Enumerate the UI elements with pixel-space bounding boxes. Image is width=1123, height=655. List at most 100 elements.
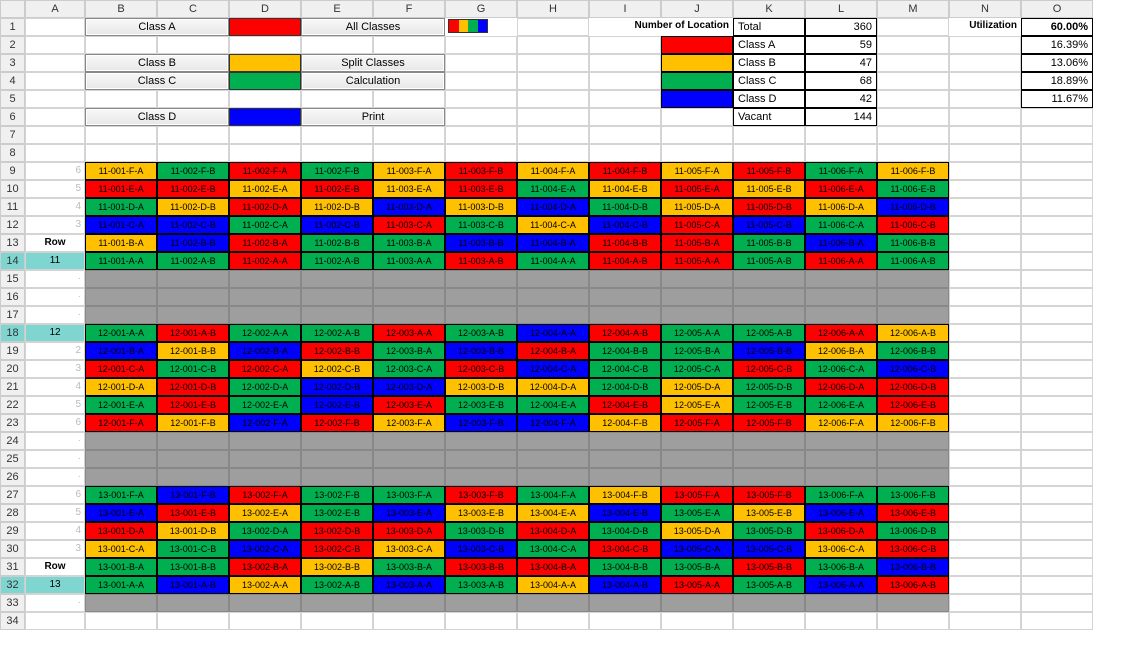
cell[interactable] bbox=[877, 126, 949, 144]
location-cell[interactable]: 12-002-D-A bbox=[229, 378, 301, 396]
location-cell[interactable]: 12-003-B-A bbox=[373, 342, 445, 360]
location-cell[interactable]: 11-005-F-A bbox=[661, 162, 733, 180]
location-cell[interactable]: 13-006-B-B bbox=[877, 558, 949, 576]
location-cell[interactable]: 12-006-C-B bbox=[877, 360, 949, 378]
location-cell[interactable]: 11-003-B-A bbox=[373, 234, 445, 252]
cell[interactable] bbox=[517, 54, 589, 72]
location-cell[interactable]: 11-004-A-A bbox=[517, 252, 589, 270]
cell[interactable] bbox=[589, 54, 661, 72]
cell[interactable] bbox=[589, 108, 661, 126]
cell[interactable] bbox=[877, 18, 949, 36]
location-cell[interactable]: 13-003-A-A bbox=[373, 576, 445, 594]
location-cell[interactable]: 11-003-F-A bbox=[373, 162, 445, 180]
location-cell[interactable]: 13-004-F-B bbox=[589, 486, 661, 504]
cell[interactable] bbox=[1021, 396, 1093, 414]
location-cell[interactable]: 11-002-B-B bbox=[301, 234, 373, 252]
location-cell[interactable]: 12-001-D-A bbox=[85, 378, 157, 396]
cell[interactable] bbox=[949, 54, 1021, 72]
cell[interactable] bbox=[949, 90, 1021, 108]
location-cell[interactable]: 13-003-E-B bbox=[445, 504, 517, 522]
location-cell[interactable]: 11-004-E-B bbox=[589, 180, 661, 198]
location-cell[interactable]: 13-006-F-B bbox=[877, 486, 949, 504]
cell[interactable] bbox=[1021, 540, 1093, 558]
cell[interactable] bbox=[661, 144, 733, 162]
location-cell[interactable]: 11-005-D-A bbox=[661, 198, 733, 216]
cell[interactable] bbox=[25, 108, 85, 126]
location-cell[interactable]: 12-005-B-A bbox=[661, 342, 733, 360]
location-cell[interactable]: 11-003-A-B bbox=[445, 252, 517, 270]
cell[interactable] bbox=[949, 180, 1021, 198]
row-header[interactable]: 8 bbox=[0, 144, 25, 162]
location-cell[interactable]: 12-003-E-B bbox=[445, 396, 517, 414]
location-cell[interactable]: 12-003-E-A bbox=[373, 396, 445, 414]
location-cell[interactable]: 12-002-C-A bbox=[229, 360, 301, 378]
location-cell[interactable]: 13-004-C-B bbox=[589, 540, 661, 558]
cell[interactable]: · bbox=[25, 306, 85, 324]
col-header[interactable]: E bbox=[301, 0, 373, 18]
cell[interactable] bbox=[877, 612, 949, 630]
cell[interactable] bbox=[85, 36, 157, 54]
cell[interactable] bbox=[949, 468, 1021, 486]
col-header[interactable]: B bbox=[85, 0, 157, 18]
cell[interactable] bbox=[157, 612, 229, 630]
cell[interactable]: · bbox=[25, 288, 85, 306]
location-cell[interactable]: 11-006-D-B bbox=[877, 198, 949, 216]
location-cell[interactable]: 12-003-B-B bbox=[445, 342, 517, 360]
location-cell[interactable]: 13-006-D-A bbox=[805, 522, 877, 540]
location-cell[interactable]: 13-005-E-A bbox=[661, 504, 733, 522]
all-classes-button[interactable]: All Classes bbox=[301, 18, 445, 36]
cell[interactable] bbox=[25, 612, 85, 630]
cell[interactable] bbox=[949, 198, 1021, 216]
row-header[interactable]: 1 bbox=[0, 18, 25, 36]
location-cell[interactable]: 12-004-F-B bbox=[589, 414, 661, 432]
location-cell[interactable]: 12-006-C-A bbox=[805, 360, 877, 378]
location-cell[interactable]: 11-002-F-B bbox=[301, 162, 373, 180]
location-cell[interactable]: 11-002-E-B bbox=[157, 180, 229, 198]
cell[interactable] bbox=[157, 144, 229, 162]
location-cell[interactable]: 13-003-B-B bbox=[445, 558, 517, 576]
row-header[interactable]: 11 bbox=[0, 198, 25, 216]
col-header[interactable]: K bbox=[733, 0, 805, 18]
location-cell[interactable]: 13-004-A-B bbox=[589, 576, 661, 594]
cell[interactable]: · bbox=[25, 270, 85, 288]
col-header[interactable]: N bbox=[949, 0, 1021, 18]
location-cell[interactable]: 12-004-C-B bbox=[589, 360, 661, 378]
location-cell[interactable]: 13-006-A-B bbox=[877, 576, 949, 594]
location-cell[interactable]: 13-006-A-A bbox=[805, 576, 877, 594]
cell[interactable] bbox=[517, 144, 589, 162]
location-cell[interactable]: 11-006-D-A bbox=[805, 198, 877, 216]
cell[interactable] bbox=[85, 144, 157, 162]
location-cell[interactable]: 11-006-E-B bbox=[877, 180, 949, 198]
location-cell[interactable]: 11-005-C-B bbox=[733, 216, 805, 234]
location-cell[interactable]: 12-004-C-A bbox=[517, 360, 589, 378]
location-cell[interactable]: 11-006-A-B bbox=[877, 252, 949, 270]
location-cell[interactable]: 13-006-D-B bbox=[877, 522, 949, 540]
row-header[interactable]: 18 bbox=[0, 324, 25, 342]
location-cell[interactable]: 11-002-C-A bbox=[229, 216, 301, 234]
location-cell[interactable]: 11-006-E-A bbox=[805, 180, 877, 198]
location-cell[interactable]: 13-001-C-B bbox=[157, 540, 229, 558]
cell[interactable] bbox=[1021, 198, 1093, 216]
location-cell[interactable]: 12-003-A-A bbox=[373, 324, 445, 342]
cell[interactable] bbox=[949, 378, 1021, 396]
row-header[interactable]: 23 bbox=[0, 414, 25, 432]
cell[interactable] bbox=[301, 144, 373, 162]
location-cell[interactable]: 13-003-C-B bbox=[445, 540, 517, 558]
location-cell[interactable]: 12-006-F-B bbox=[877, 414, 949, 432]
cell[interactable] bbox=[445, 126, 517, 144]
cell[interactable] bbox=[805, 612, 877, 630]
location-cell[interactable]: 12-001-C-B bbox=[157, 360, 229, 378]
location-cell[interactable]: 12-005-C-A bbox=[661, 360, 733, 378]
cell[interactable] bbox=[1021, 144, 1093, 162]
cell[interactable] bbox=[1021, 342, 1093, 360]
row-header[interactable]: 31 bbox=[0, 558, 25, 576]
location-cell[interactable]: 11-002-E-B bbox=[301, 180, 373, 198]
location-cell[interactable]: 13-002-C-A bbox=[229, 540, 301, 558]
cell[interactable] bbox=[949, 144, 1021, 162]
cell[interactable] bbox=[1021, 288, 1093, 306]
location-cell[interactable]: 12-002-F-B bbox=[301, 414, 373, 432]
location-cell[interactable]: 11-005-B-B bbox=[733, 234, 805, 252]
cell[interactable] bbox=[949, 162, 1021, 180]
row-header[interactable]: 26 bbox=[0, 468, 25, 486]
row-header[interactable]: 29 bbox=[0, 522, 25, 540]
